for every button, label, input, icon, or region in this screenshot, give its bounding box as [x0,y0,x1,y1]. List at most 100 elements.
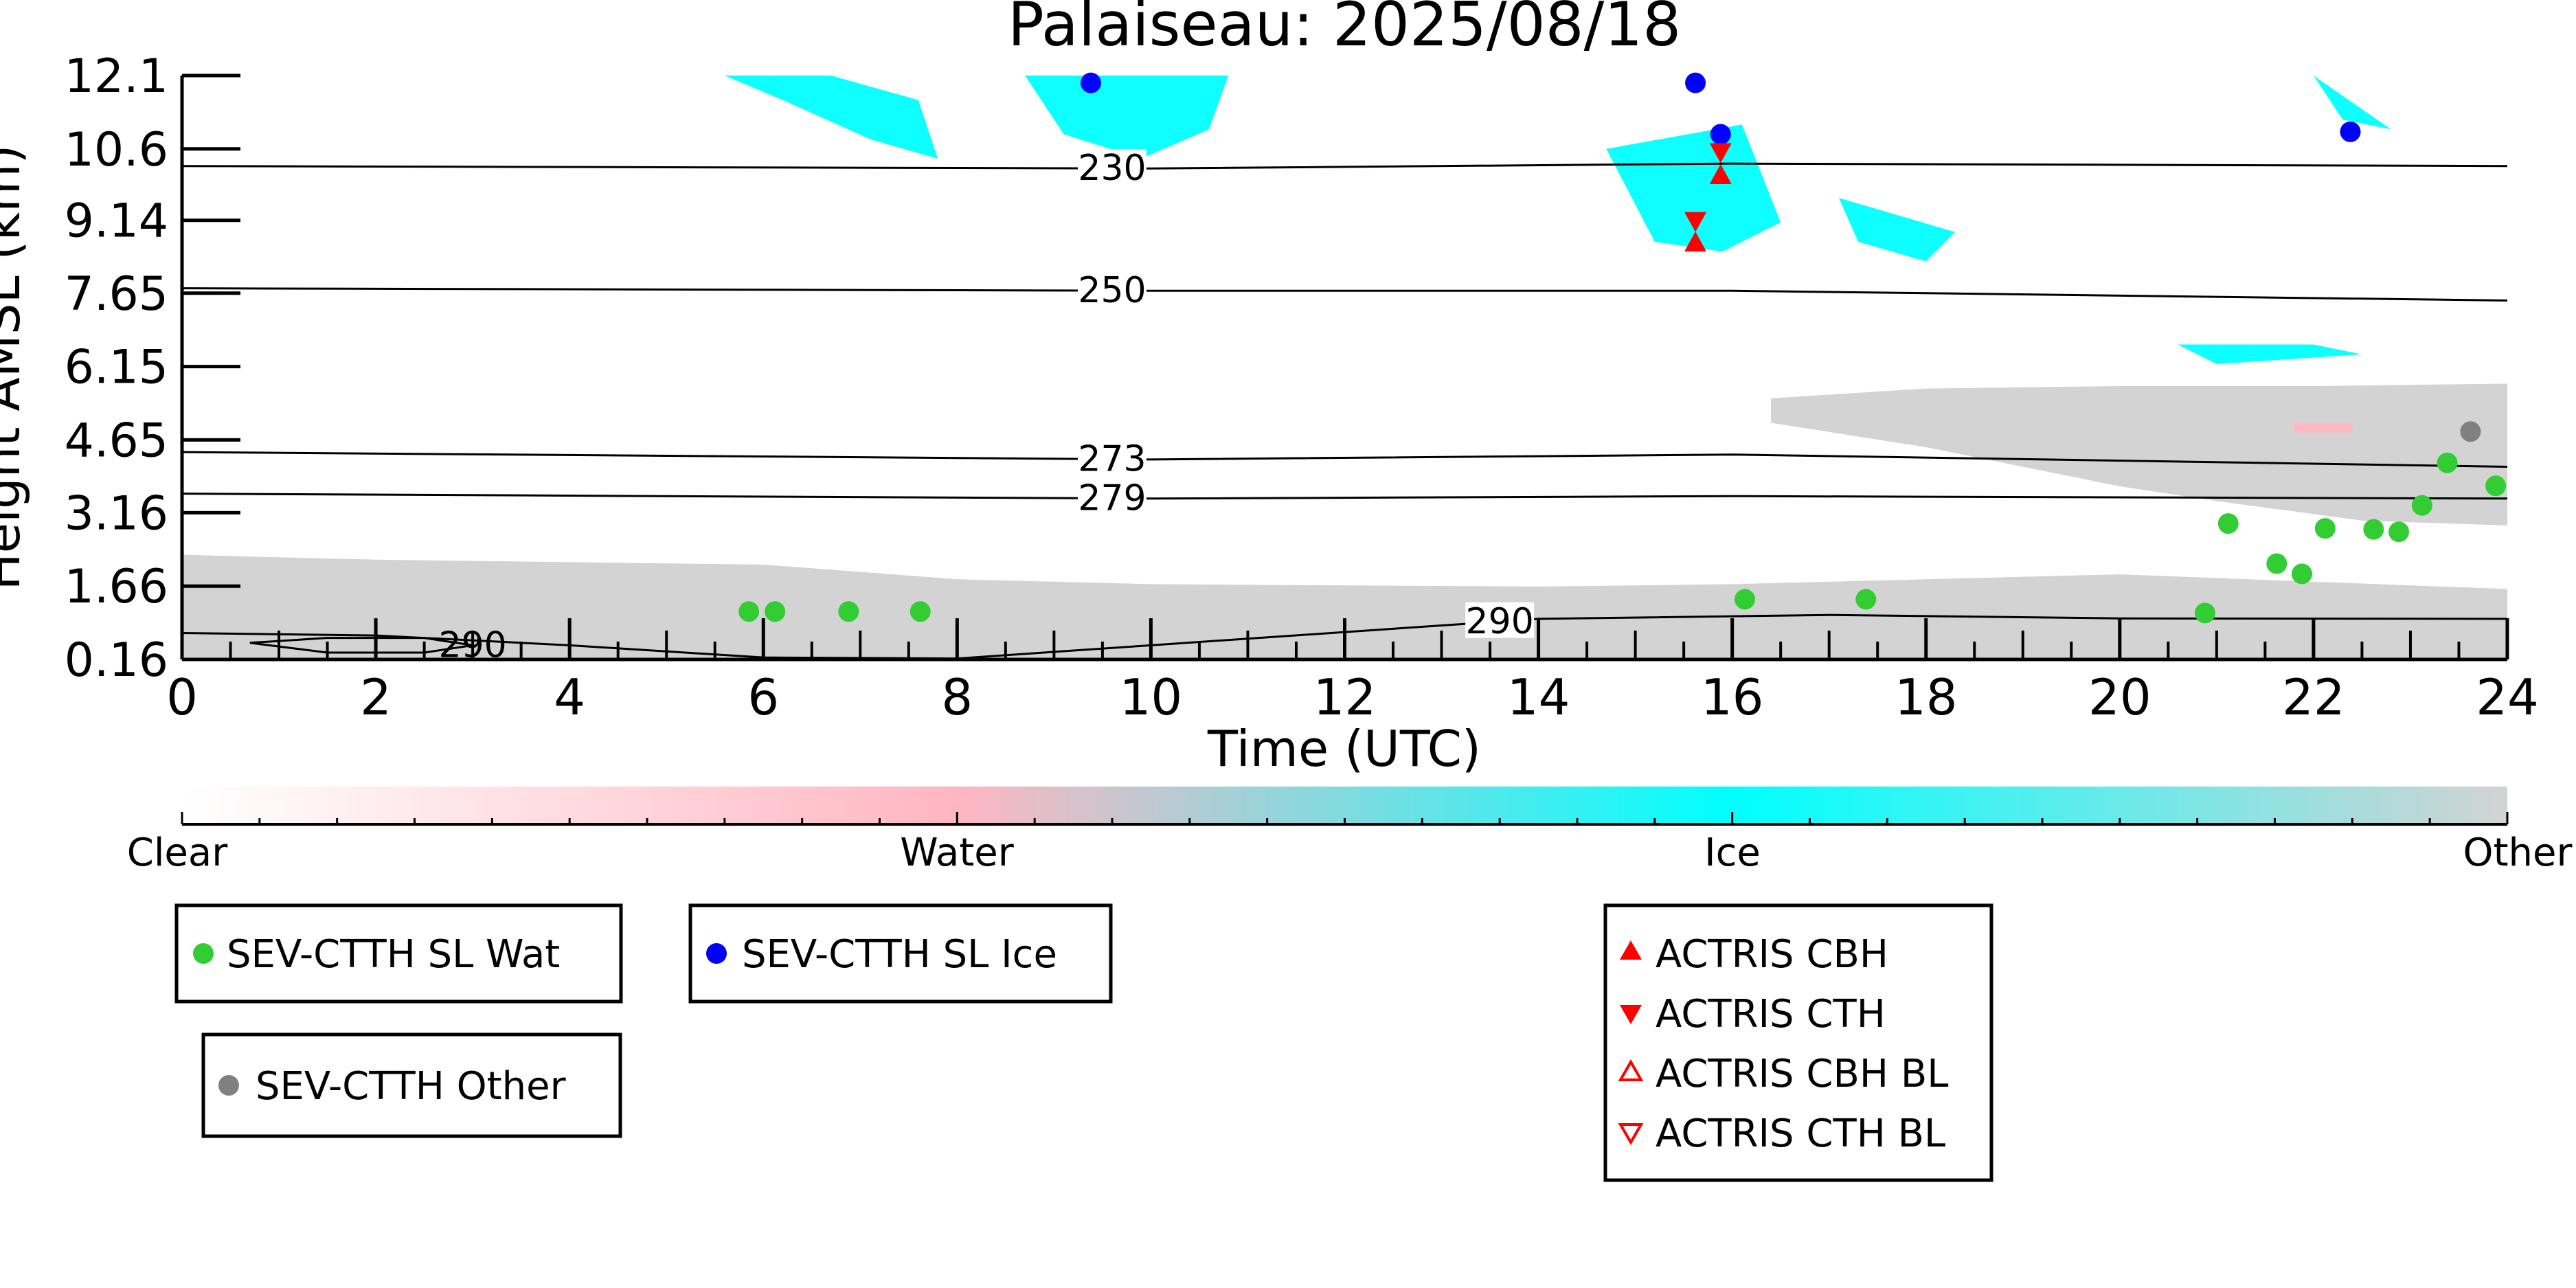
legend-label-ice: SEV-CTTH SL Ice [742,932,1057,977]
legend-label-other: SEV-CTTH Other [256,1064,567,1109]
isotherm-273 [182,451,2507,468]
marker-sev-ctth-sl-wat [909,601,931,622]
cloud-region-water [2294,422,2353,433]
marker-sev-ctth-sl-wat [2314,518,2336,539]
marker-actris-cth [1709,143,1732,163]
legend-marker-other [218,1075,239,1096]
isotherm-label-290: 290 [1466,601,1534,642]
marker-sev-ctth-sl-wat [2217,513,2239,534]
isotherm-label-bg [1078,271,1146,308]
legend-marker-ice [706,943,727,964]
legend-label-actris-cbh-bl: ACTRIS CBH BL [1656,1052,1948,1096]
marker-sev-ctth-other [2460,421,2481,442]
legend-label-actris-cth: ACTRIS CTH [1656,992,1886,1037]
y-tick-label: 9.14 [65,194,168,249]
data-markers [738,72,2507,624]
isotherm-label-bg [1078,440,1146,476]
legend-marker-actris-cth-bl [1618,1123,1644,1146]
colorbar-gradient [182,787,2507,824]
x-tick-label: 6 [747,668,779,726]
marker-sev-ctth-sl-ice [2340,121,2361,142]
legend-label-actris-cth-bl: ACTRIS CTH BL [1656,1111,1945,1156]
legend-marker-wat [193,943,214,964]
cloud-region-ice [1838,197,1956,262]
y-tick-label: 4.65 [65,414,168,468]
legend-sev-ctth-other: SEV-CTTH Other [201,1032,622,1138]
isotherm-250 [182,287,2507,302]
cloud-mask [182,76,2507,659]
marker-sev-ctth-sl-wat [2266,553,2287,574]
chart-title: Palaiseau: 2025/08/18 [1008,0,1681,60]
colorbar-label-clear: Clear [127,831,228,875]
x-tick-label: 18 [1895,668,1958,726]
legend-box [174,903,623,1004]
marker-sev-ctth-sl-wat [2194,602,2215,624]
y-tick-label: 3.16 [65,486,168,541]
legend-marker-actris-cbh-bl [1618,1059,1644,1081]
isotherm-label-bg [1078,479,1146,515]
colorbar-label-water: Water [900,831,1015,875]
colorbar-label-ice: Ice [1704,831,1761,875]
legend-label-actris-cbh: ACTRIS CBH [1656,932,1888,977]
x-tick-label: 2 [360,668,392,726]
legend-sev-ctth-ice: SEV-CTTH SL Ice [688,903,1113,1004]
marker-sev-ctth-sl-wat [2437,452,2458,473]
y-tick-label: 0.16 [65,633,168,688]
marker-sev-ctth-sl-wat [2411,495,2432,516]
isotherm-label-279: 279 [1078,478,1146,519]
y-axis-label: Height AMSL (km) [0,145,31,591]
axes: 0 2 4 6 8 10 12 14 16 18 20 22 240.161.663.164.656.1… [65,49,2539,726]
legend-marker-actris-cbh [1620,940,1642,960]
isotherm-label-273: 273 [1078,438,1146,479]
marker-sev-ctth-sl-wat [1855,589,1877,610]
legend-marker-actris-cth [1620,1005,1642,1024]
y-tick-label: 12.1 [65,49,168,104]
isotherm-230 [182,162,2507,170]
x-tick-label: 20 [2088,668,2151,726]
x-tick-label: 16 [1701,668,1764,726]
marker-sev-ctth-sl-wat [1735,589,1756,610]
isotherm-279 [182,493,2507,500]
x-tick-label: 10 [1120,668,1183,726]
marker-sev-ctth-sl-wat [838,601,859,622]
x-tick-label: 12 [1313,668,1377,726]
x-tick-label: 22 [2282,668,2345,726]
y-tick-label: 1.66 [65,560,168,614]
marker-sev-ctth-sl-wat [738,601,760,622]
marker-sev-ctth-sl-ice [1080,72,1101,93]
isotherm-label-250: 250 [1078,270,1146,311]
marker-sev-ctth-sl-wat [765,601,786,622]
colorbar-ticks [181,812,2509,824]
x-tick-label: 4 [554,668,585,726]
isotherm-label-bg [1465,602,1535,638]
y-tick-label: 6.15 [65,341,168,395]
x-tick-label: 8 [941,668,973,726]
legend-sev-ctth-wat: SEV-CTTH SL Wat [174,903,623,1004]
phase-colorbar: Clear Water Ice Other [127,787,2573,875]
legend-box [201,1032,622,1138]
marker-sev-ctth-sl-ice [1710,124,1731,145]
cloud-region-ice [2313,76,2391,130]
marker-sev-ctth-sl-ice [1685,72,1706,93]
cloud-region-ice [1025,76,1229,159]
marker-sev-ctth-sl-wat [2291,563,2312,585]
legend-box [688,903,1113,1004]
x-axis-label: Time (UTC) [1207,720,1481,778]
legend-box [1603,903,1993,1182]
marker-sev-ctth-sl-wat [2363,519,2384,540]
legend-actris: ACTRIS CBH ACTRIS CTH ACTRIS CBH BL ACTR… [1603,903,1993,1182]
y-tick-label: 10.6 [65,123,168,177]
marker-actris-cth [1684,212,1707,232]
marker-actris-cbh [1709,163,1732,184]
legend-label-wat: SEV-CTTH SL Wat [227,932,560,977]
marker-sev-ctth-sl-wat [2485,475,2507,497]
marker-sev-ctth-sl-wat [2388,521,2410,543]
cloud-region-other [1771,383,2507,526]
cloud-region-ice [2178,344,2362,365]
x-tick-label: 14 [1507,668,1570,726]
cloud-region-ice [724,76,938,159]
isotherm-label-bg [1078,149,1146,185]
x-tick-label: 0 [166,668,198,726]
